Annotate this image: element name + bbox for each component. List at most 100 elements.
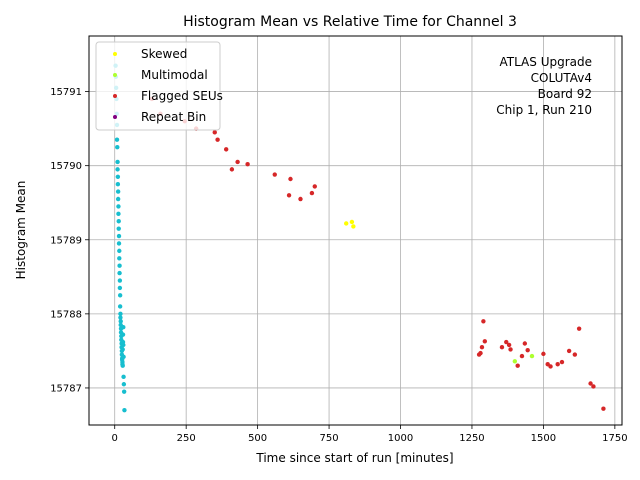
flagged-seus-point <box>504 339 509 345</box>
normal-point <box>117 248 122 254</box>
flagged-seus-point <box>481 319 486 324</box>
y-tick-label: 15787 <box>50 383 82 394</box>
y-tick-label: 15790 <box>50 161 82 172</box>
legend-marker <box>113 94 117 98</box>
flagged-seus-point <box>566 348 572 354</box>
flagged-seus-point <box>519 353 525 359</box>
flagged-seus-point <box>215 137 220 142</box>
multimodal-point <box>512 359 518 364</box>
flagged-seus-point <box>525 347 530 353</box>
annotation-line: Board 92 <box>538 87 592 101</box>
chart-title: Histogram Mean vs Relative Time for Chan… <box>183 14 517 30</box>
y-tick-label: 15788 <box>50 309 82 320</box>
flagged-seus-point <box>588 381 593 386</box>
normal-point <box>120 332 126 337</box>
skewed-point <box>344 221 349 226</box>
grid <box>89 36 622 425</box>
flagged-seus-point <box>559 359 565 365</box>
flagged-seus-point <box>499 345 505 350</box>
flagged-seus-point <box>478 350 483 356</box>
normal-point <box>116 233 122 239</box>
normal-point <box>115 159 120 165</box>
legend-label: Flagged SEUs <box>141 89 223 103</box>
x-tick-label: 500 <box>248 433 267 444</box>
flagged-seus-point <box>508 347 513 352</box>
annotation-line: ATLAS Upgrade <box>499 55 592 69</box>
x-axis-label: Time since start of run [minutes] <box>255 451 453 465</box>
normal-point <box>118 315 123 320</box>
legend-marker <box>113 73 117 77</box>
flagged-seus-point <box>245 161 250 167</box>
annotation-line: Chip 1, Run 210 <box>496 103 592 117</box>
skewed-point <box>351 224 356 229</box>
normal-point <box>117 263 122 268</box>
x-tick-label: 1500 <box>531 433 556 444</box>
flagged-seus-point <box>601 406 606 411</box>
normal-point <box>120 347 125 352</box>
normal-point <box>121 354 126 360</box>
legend-label: Repeat Bin <box>141 110 206 124</box>
flagged-seus-point <box>309 190 315 196</box>
flagged-seus-point <box>229 167 235 172</box>
normal-point <box>116 219 121 224</box>
normal-point <box>116 204 121 209</box>
x-tick-label: 750 <box>320 433 339 444</box>
normal-point <box>121 374 126 380</box>
flagged-seus-point <box>576 326 582 331</box>
normal-point <box>121 389 127 394</box>
flagged-seus-point <box>479 345 485 350</box>
flagged-seus-point <box>223 147 229 152</box>
plot-frame <box>88 35 623 426</box>
x-tick-label: 250 <box>177 433 196 444</box>
normal-point <box>115 181 121 187</box>
flagged-seus-point <box>272 172 277 177</box>
legend-label: Skewed <box>141 47 187 61</box>
normal-point <box>115 196 121 202</box>
legend-marker <box>113 52 117 56</box>
x-tick-label: 1250 <box>459 433 484 444</box>
x-tick-label: 1750 <box>602 433 627 444</box>
normal-point <box>122 407 127 413</box>
flagged-seus-point <box>548 364 553 369</box>
flagged-seus-point <box>555 362 560 367</box>
x-tick-label: 1000 <box>388 433 413 444</box>
flagged-seus-point <box>286 193 292 198</box>
flagged-seus-point <box>298 196 303 202</box>
normal-point <box>115 167 120 172</box>
flagged-seus-point <box>482 339 488 344</box>
normal-point <box>115 189 121 194</box>
flagged-seus-point <box>235 159 240 165</box>
annotation-line: COLUTAv4 <box>531 71 592 85</box>
normal-point <box>117 304 123 309</box>
flagged-seus-point <box>506 342 512 348</box>
normal-point <box>117 270 122 276</box>
y-tick-label: 15789 <box>50 235 82 246</box>
skewed-point <box>349 219 355 225</box>
flagged-seus-point <box>515 363 520 368</box>
flagged-seus-point <box>522 341 528 346</box>
x-tick-label: 0 <box>112 433 118 444</box>
normal-point <box>115 144 120 150</box>
flagged-seus-point <box>288 176 293 182</box>
normal-point <box>116 226 121 231</box>
run-annotation: ATLAS Upgrade COLUTAv4 Board 92 Chip 1, Run… <box>496 55 592 117</box>
normal-point <box>114 137 120 142</box>
normal-point <box>121 342 126 348</box>
normal-point <box>117 293 123 298</box>
normal-point <box>116 211 121 217</box>
normal-point <box>118 319 123 324</box>
legend-box <box>95 41 221 131</box>
legend-marker <box>113 115 117 119</box>
normal-point <box>121 324 126 330</box>
flagged-seus-point <box>212 130 217 135</box>
flagged-seus-point <box>572 352 578 357</box>
flagged-seus-point <box>312 184 317 189</box>
normal-point <box>117 285 123 291</box>
normal-point <box>121 382 127 387</box>
flagged-seus-point <box>591 384 596 389</box>
y-axis-label: Histogram Mean <box>14 181 28 280</box>
legend: Skewed Multimodal Flagged SEUs Repeat Bin <box>95 41 223 131</box>
multimodal-point <box>529 353 535 359</box>
y-tick-label: 15791 <box>50 87 82 98</box>
axis-ticks: 0 250 500 750 1000 1250 1500 1750 15787 15788 1578… <box>50 87 627 444</box>
